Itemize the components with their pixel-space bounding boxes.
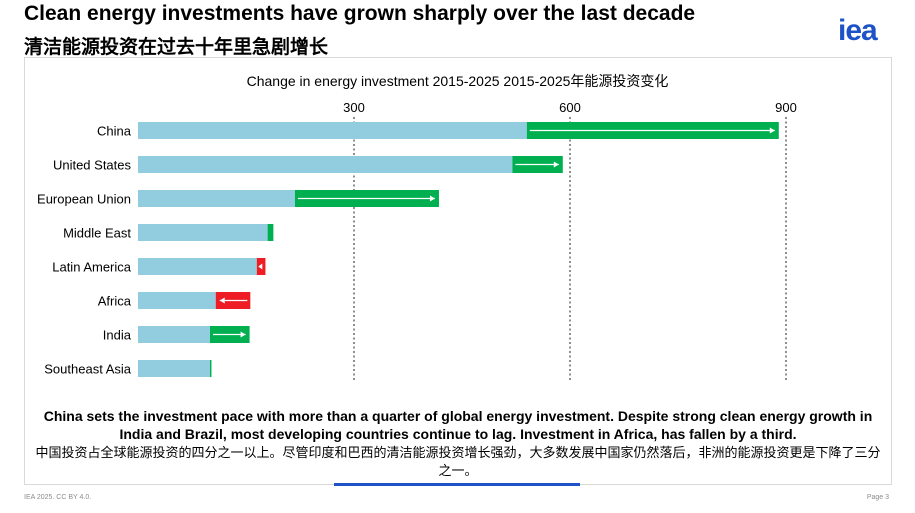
change-bar xyxy=(267,224,274,241)
arrow-head xyxy=(219,297,225,304)
page-subtitle: 清洁能源投资在过去十年里急剧增长 xyxy=(24,36,329,58)
base-bar xyxy=(138,258,257,275)
category-label: European Union xyxy=(37,192,131,207)
arrow-head xyxy=(429,195,435,202)
base-bar xyxy=(138,292,216,309)
category-label: China xyxy=(97,124,132,139)
page-title: Clean energy investments have grown shar… xyxy=(24,2,696,25)
x-tick-label: 600 xyxy=(559,100,581,115)
page-number: Page 3 xyxy=(866,494,889,501)
base-bar xyxy=(138,122,527,139)
takeaway-chinese: 中国投资占全球能源投资的四分之一以上。尽管印度和巴西的清洁能源投资增长强劲，大多… xyxy=(35,446,881,479)
arrow-head xyxy=(553,161,559,168)
chart-title: Change in energy investment 2015-2025 20… xyxy=(246,73,669,89)
base-bar xyxy=(138,360,210,377)
x-tick-label: 900 xyxy=(775,100,797,115)
arrow-head xyxy=(769,127,775,134)
arrow-head xyxy=(258,263,263,270)
arrow-head xyxy=(240,331,246,338)
x-tick-label: 300 xyxy=(343,100,365,115)
category-label: India xyxy=(103,328,132,343)
accent-divider xyxy=(334,483,580,486)
category-label: Southeast Asia xyxy=(44,362,131,377)
footer-copyright: IEA 2025. CC BY 4.0. xyxy=(24,494,92,501)
change-bar xyxy=(210,360,212,377)
category-label: United States xyxy=(53,158,132,173)
takeaway-english: China sets the investment pace with more… xyxy=(43,408,873,442)
logo-text: iea xyxy=(838,14,878,46)
base-bar xyxy=(138,156,513,173)
base-bar xyxy=(138,326,210,343)
base-bar xyxy=(138,190,295,207)
category-label: Africa xyxy=(98,294,132,309)
category-label: Middle East xyxy=(63,226,131,241)
base-bar xyxy=(138,224,268,241)
category-label: Latin America xyxy=(52,260,132,275)
iea-logo: iea xyxy=(838,14,879,46)
